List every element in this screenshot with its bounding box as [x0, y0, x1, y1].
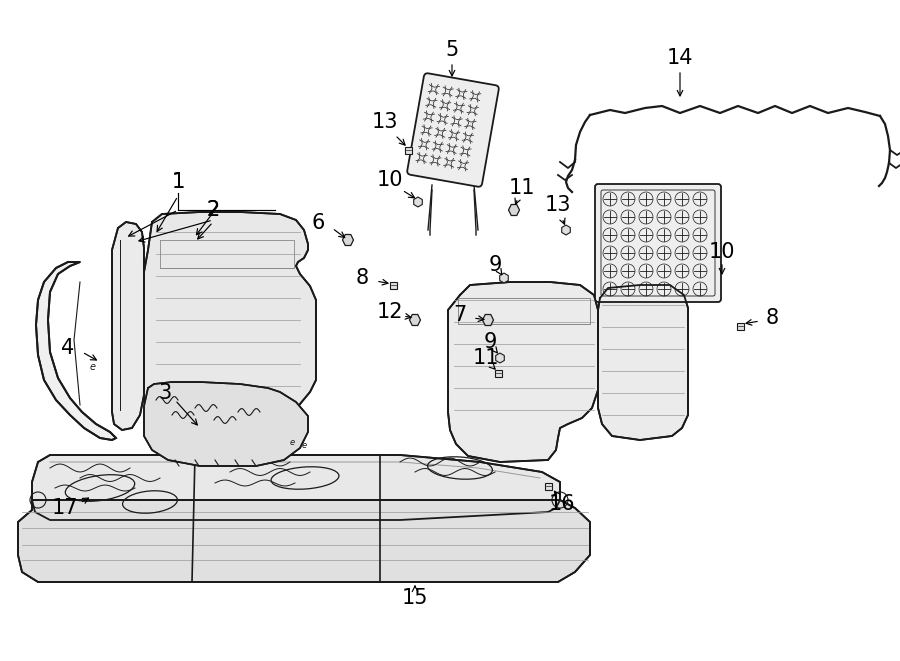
- Text: 1: 1: [171, 172, 184, 192]
- Polygon shape: [496, 353, 504, 363]
- Text: 3: 3: [158, 383, 172, 403]
- Text: 6: 6: [311, 213, 325, 233]
- Polygon shape: [36, 262, 116, 440]
- FancyBboxPatch shape: [390, 282, 397, 288]
- Text: 9: 9: [483, 332, 497, 352]
- Text: 11: 11: [508, 178, 536, 198]
- Polygon shape: [144, 382, 308, 466]
- FancyBboxPatch shape: [595, 184, 721, 302]
- Text: 14: 14: [667, 48, 693, 68]
- Polygon shape: [482, 315, 493, 325]
- FancyBboxPatch shape: [494, 369, 501, 377]
- Polygon shape: [448, 282, 598, 462]
- FancyBboxPatch shape: [544, 483, 552, 490]
- Text: 13: 13: [372, 112, 398, 132]
- Text: 13: 13: [544, 195, 572, 215]
- Polygon shape: [414, 197, 422, 207]
- FancyBboxPatch shape: [736, 323, 743, 329]
- Polygon shape: [562, 225, 571, 235]
- Text: e: e: [302, 441, 307, 450]
- Text: 9: 9: [489, 255, 501, 275]
- Text: 11: 11: [472, 348, 500, 368]
- Text: 2: 2: [206, 200, 220, 220]
- FancyBboxPatch shape: [407, 73, 499, 186]
- Text: 10: 10: [377, 170, 403, 190]
- Text: 4: 4: [61, 338, 75, 358]
- Polygon shape: [32, 455, 560, 520]
- Text: 8: 8: [356, 268, 369, 288]
- Polygon shape: [598, 285, 688, 440]
- Polygon shape: [144, 212, 316, 464]
- Text: 12: 12: [377, 302, 403, 322]
- Polygon shape: [500, 273, 508, 283]
- Polygon shape: [112, 222, 144, 430]
- Text: e: e: [90, 362, 96, 372]
- Text: 2: 2: [206, 200, 220, 220]
- Polygon shape: [410, 315, 420, 325]
- Polygon shape: [18, 500, 590, 582]
- Text: 8: 8: [765, 308, 778, 328]
- Polygon shape: [343, 235, 354, 245]
- Text: e: e: [290, 438, 295, 447]
- Text: 1: 1: [171, 172, 184, 192]
- Text: 15: 15: [401, 588, 428, 608]
- FancyBboxPatch shape: [404, 147, 411, 153]
- Text: 5: 5: [446, 40, 459, 60]
- Text: 16: 16: [549, 494, 575, 514]
- Text: 7: 7: [454, 305, 466, 325]
- Polygon shape: [508, 204, 519, 215]
- Text: 10: 10: [709, 242, 735, 262]
- Text: 17: 17: [52, 498, 78, 518]
